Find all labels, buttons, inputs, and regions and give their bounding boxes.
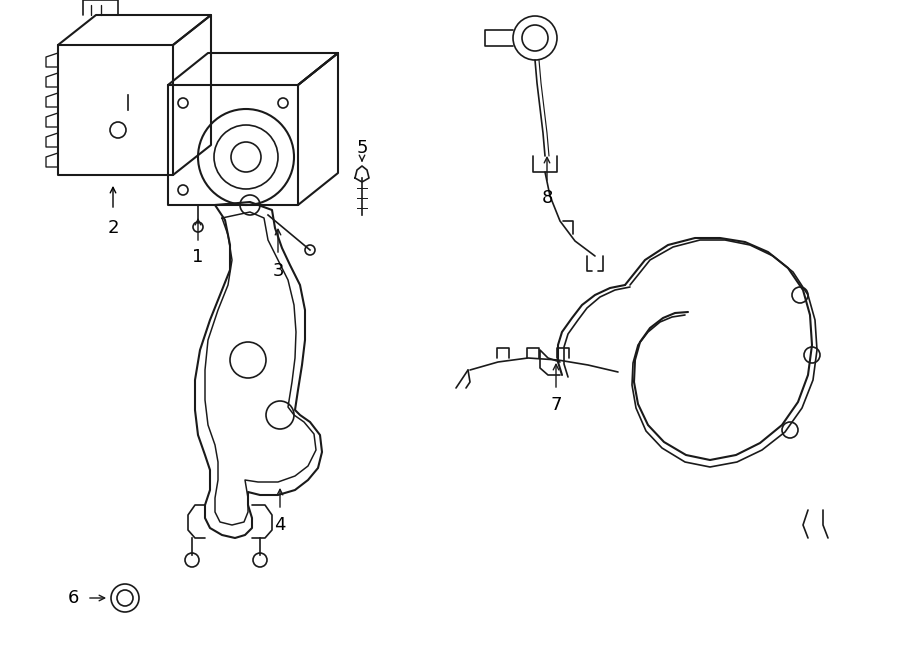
Text: 3: 3 — [272, 262, 284, 280]
Text: 4: 4 — [274, 516, 286, 534]
Text: 8: 8 — [541, 189, 553, 207]
Text: 5: 5 — [356, 139, 368, 157]
Text: 2: 2 — [107, 219, 119, 237]
Text: 6: 6 — [68, 589, 78, 607]
Text: 7: 7 — [550, 396, 562, 414]
Text: 1: 1 — [193, 248, 203, 266]
